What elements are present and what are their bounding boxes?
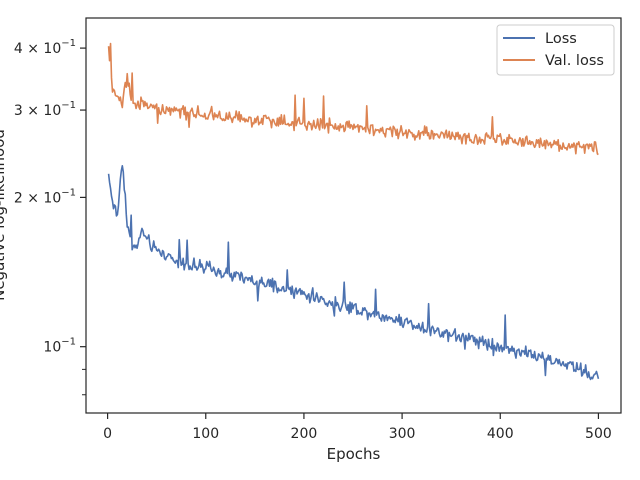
legend: Loss Val. loss (496, 24, 615, 76)
y-axis-label: Negative log-likelihood (0, 129, 8, 301)
series-layer (107, 42, 600, 381)
plot-frame (85, 17, 622, 414)
y-tick-label: 2 × 10−1 (14, 187, 76, 206)
y-tick-label: 4 × 10−1 (14, 38, 76, 57)
x-axis-label: Epochs (327, 445, 381, 463)
x-ticks: 0 100 200 300 400 500 (103, 413, 612, 442)
y-tick-label: 3 × 10−1 (14, 100, 76, 119)
legend-label-loss: Loss (545, 31, 577, 47)
x-tick-label: 0 (103, 426, 112, 442)
x-tick-label: 200 (291, 426, 318, 442)
x-tick-label: 100 (192, 426, 219, 442)
x-tick-label: 500 (585, 426, 612, 442)
legend-label-val-loss: Val. loss (545, 53, 604, 69)
series-line-val-loss (107, 42, 599, 156)
x-tick-label: 300 (389, 426, 416, 442)
y-ticks: 10−1 2 × 10−1 3 × 10−1 4 × 10−1 (14, 38, 86, 396)
x-tick-label: 400 (487, 426, 514, 442)
series-line-loss (107, 164, 600, 381)
y-tick-label: 10−1 (43, 337, 76, 356)
